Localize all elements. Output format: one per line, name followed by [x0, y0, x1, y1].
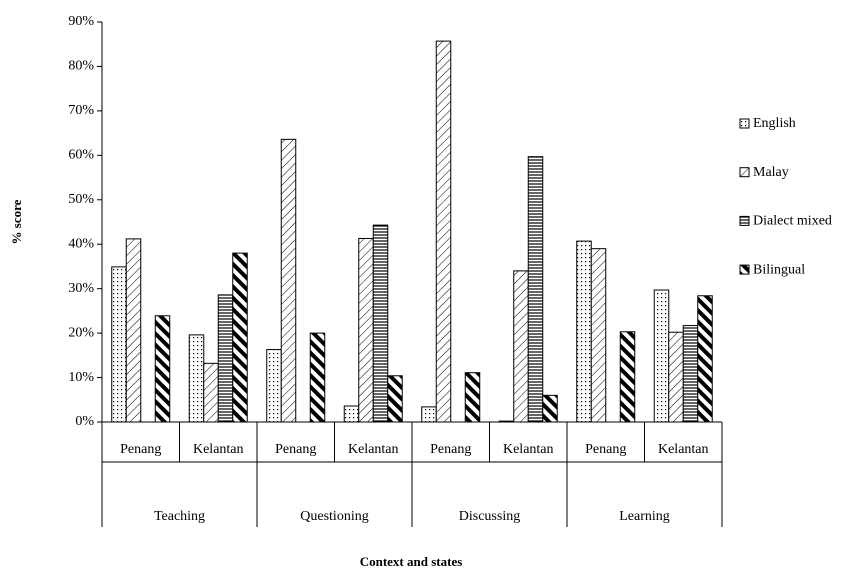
bar — [421, 406, 437, 423]
y-tick-label: 40% — [68, 236, 94, 251]
bar — [619, 331, 636, 423]
bar — [266, 349, 282, 423]
bar — [682, 325, 699, 423]
y-axis-title: % score — [9, 199, 24, 244]
bar — [653, 289, 670, 423]
legend-label: Bilingual — [753, 262, 805, 277]
bar — [343, 405, 360, 423]
y-tick-label: 50% — [68, 192, 94, 207]
legend-label: Malay — [753, 165, 789, 180]
bar — [498, 420, 515, 423]
y-tick-label: 90% — [68, 14, 94, 29]
bar — [309, 332, 326, 423]
bar — [125, 238, 142, 423]
bar — [513, 270, 529, 423]
legend-label: English — [753, 116, 796, 131]
bar — [697, 295, 713, 423]
x-tick-label: Kelantan — [658, 442, 709, 457]
x-tick-label: Kelantan — [193, 442, 244, 457]
group-label: Questioning — [300, 509, 368, 524]
legend-swatch — [739, 215, 750, 226]
bar — [217, 294, 234, 423]
legend-swatch — [739, 118, 750, 129]
legend-swatch — [739, 264, 750, 275]
x-tick-label: Penang — [120, 442, 161, 457]
bar — [668, 331, 684, 423]
bar — [464, 372, 481, 423]
x-tick-label: Kelantan — [503, 442, 554, 457]
y-tick-label: 0% — [75, 414, 94, 429]
group-label: Teaching — [154, 509, 205, 524]
bar — [203, 362, 219, 423]
y-tick-label: 80% — [68, 59, 94, 74]
y-tick-label: 10% — [68, 370, 94, 385]
y-tick-label: 70% — [68, 103, 94, 118]
x-tick-label: Penang — [585, 442, 626, 457]
bar — [280, 138, 297, 423]
bar — [387, 375, 403, 423]
bar — [576, 240, 592, 423]
bar — [590, 248, 607, 423]
legend-label: Dialect mixed — [753, 214, 832, 229]
y-tick-label: 30% — [68, 281, 94, 296]
y-tick-label: 60% — [68, 148, 94, 163]
x-tick-label: Kelantan — [348, 442, 399, 457]
bar — [358, 237, 374, 423]
bar — [188, 334, 205, 423]
x-tick-label: Penang — [275, 442, 316, 457]
bar — [232, 252, 248, 423]
bar — [435, 40, 452, 423]
bar — [154, 315, 171, 423]
bar — [542, 394, 558, 423]
bar — [111, 266, 127, 423]
legend-swatch — [739, 167, 750, 178]
y-tick-label: 20% — [68, 325, 94, 340]
x-axis-title: Context and states — [360, 554, 463, 569]
bar — [527, 156, 544, 423]
x-tick-label: Penang — [430, 442, 471, 457]
bar — [372, 224, 389, 423]
group-label: Learning — [619, 509, 670, 524]
group-label: Discussing — [459, 509, 520, 524]
